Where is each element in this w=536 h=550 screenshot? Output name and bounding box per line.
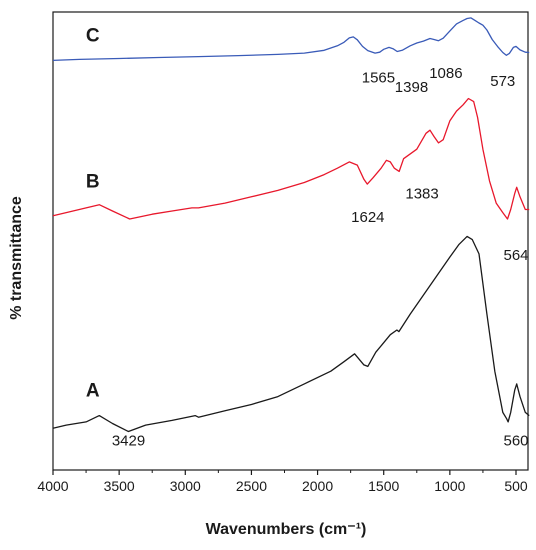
x-tick-label: 1500 (368, 478, 399, 494)
peak-label: 1565 (362, 70, 395, 87)
x-axis-ticks: 4000 3500 3000 2500 2000 1500 1000 500 (37, 470, 528, 494)
peak-label: 1624 (351, 209, 384, 226)
peak-label: 1398 (395, 79, 428, 96)
series-label-b: B (86, 171, 100, 192)
peak-label: 573 (490, 73, 515, 90)
plot-frame (52, 11, 529, 471)
series-a-line (52, 235, 530, 433)
x-tick-label: 2500 (236, 478, 267, 494)
series-label-c: C (86, 25, 100, 46)
x-tick-label: 2000 (302, 478, 333, 494)
x-tick-label: 3000 (170, 478, 201, 494)
series-lines (52, 17, 530, 433)
series-label-a: A (86, 381, 100, 402)
peak-label: 3429 (112, 433, 145, 450)
x-tick-label: 1000 (434, 478, 465, 494)
series-b-line (52, 97, 530, 220)
series-labels: A B C (86, 25, 100, 401)
x-tick-label: 500 (504, 478, 528, 494)
peak-label: 1086 (429, 65, 462, 82)
y-axis-title: % transmittance (8, 196, 25, 320)
peak-label: 1383 (405, 185, 438, 202)
series-c-line (52, 17, 530, 62)
x-tick-label: 4000 (37, 478, 68, 494)
peak-label: 564 (503, 247, 528, 264)
plot-border (52, 11, 529, 471)
x-tick-label: 3500 (104, 478, 135, 494)
peak-label: 560 (503, 433, 528, 450)
x-axis-title: Wavenumbers (cm⁻¹) (206, 521, 367, 538)
